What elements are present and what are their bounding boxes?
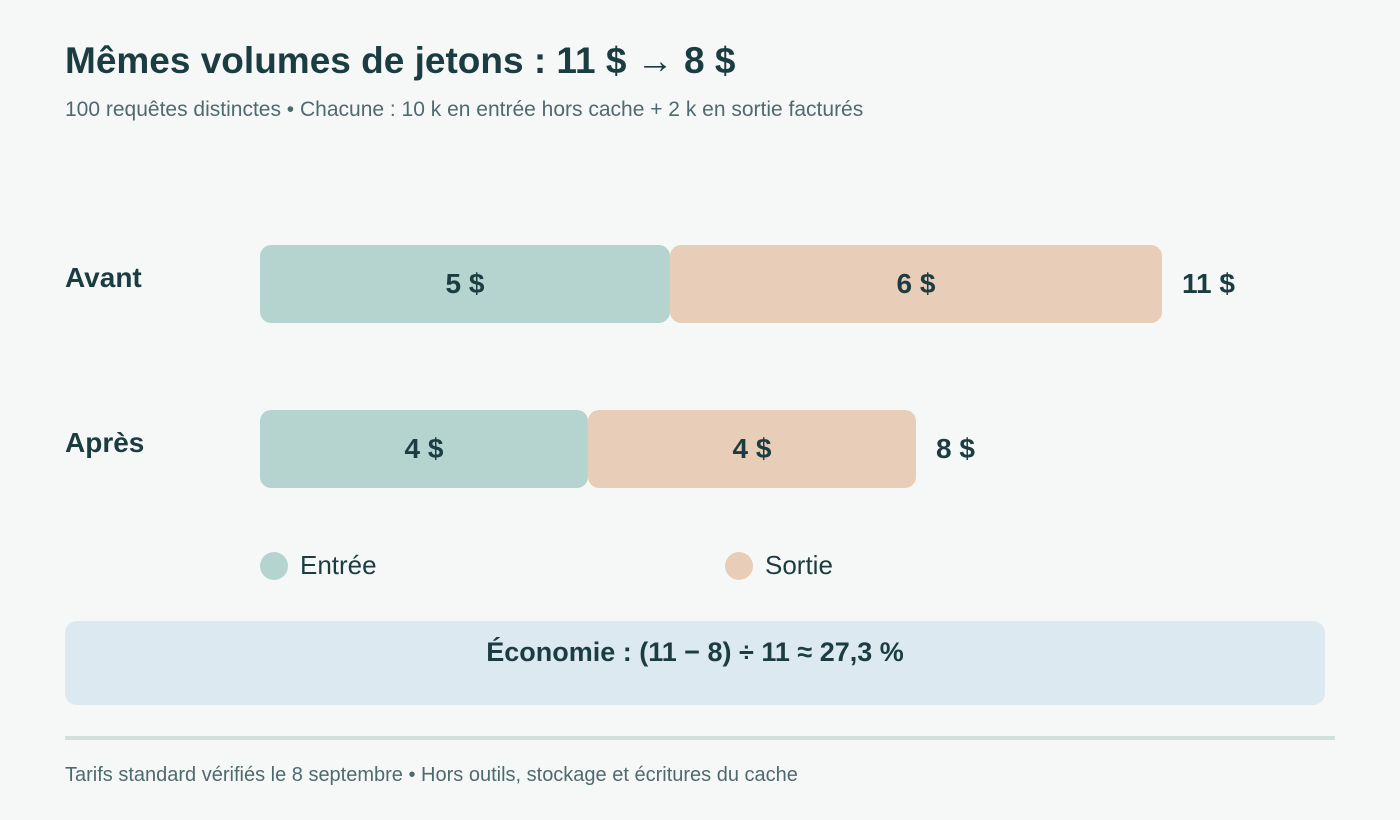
bar-output-apres: 4 $ [588, 410, 916, 488]
bar-input-avant: 5 $ [260, 245, 670, 323]
row-label-apres: Après [65, 427, 145, 458]
bar-value-label: 4 $ [404, 433, 444, 464]
bar-input-apres: 4 $ [260, 410, 588, 488]
legend-item-output: Sortie [725, 550, 833, 581]
bar-value-label: 5 $ [445, 268, 485, 299]
divider [65, 736, 1335, 740]
legend-item-input: Entrée [260, 550, 377, 581]
legend-swatch-input [260, 551, 288, 580]
bar-value-label: 4 $ [732, 433, 772, 464]
savings-banner: Économie : (11 − 8) ÷ 11 ≈ 27,3 % [65, 621, 1325, 705]
total-label-apres: 8 $ [936, 433, 975, 464]
savings-text: Économie : (11 − 8) ÷ 11 ≈ 27,3 % [486, 637, 904, 667]
legend-label-output: Sortie [765, 550, 833, 580]
row-label-avant: Avant [65, 262, 142, 293]
legend-swatch-output [725, 551, 753, 580]
chart-title: Mêmes volumes de jetons : 11 $ → 8 $ [65, 40, 736, 81]
bar-output-avant: 6 $ [670, 245, 1162, 323]
footer-note: Tarifs standard vérifiés le 8 septembre … [65, 764, 798, 786]
chart-subtitle: 100 requêtes distinctes • Chacune : 10 k… [65, 98, 864, 121]
bar-value-label: 6 $ [896, 268, 936, 299]
total-label-avant: 11 $ [1182, 268, 1235, 299]
legend-label-input: Entrée [300, 550, 377, 580]
